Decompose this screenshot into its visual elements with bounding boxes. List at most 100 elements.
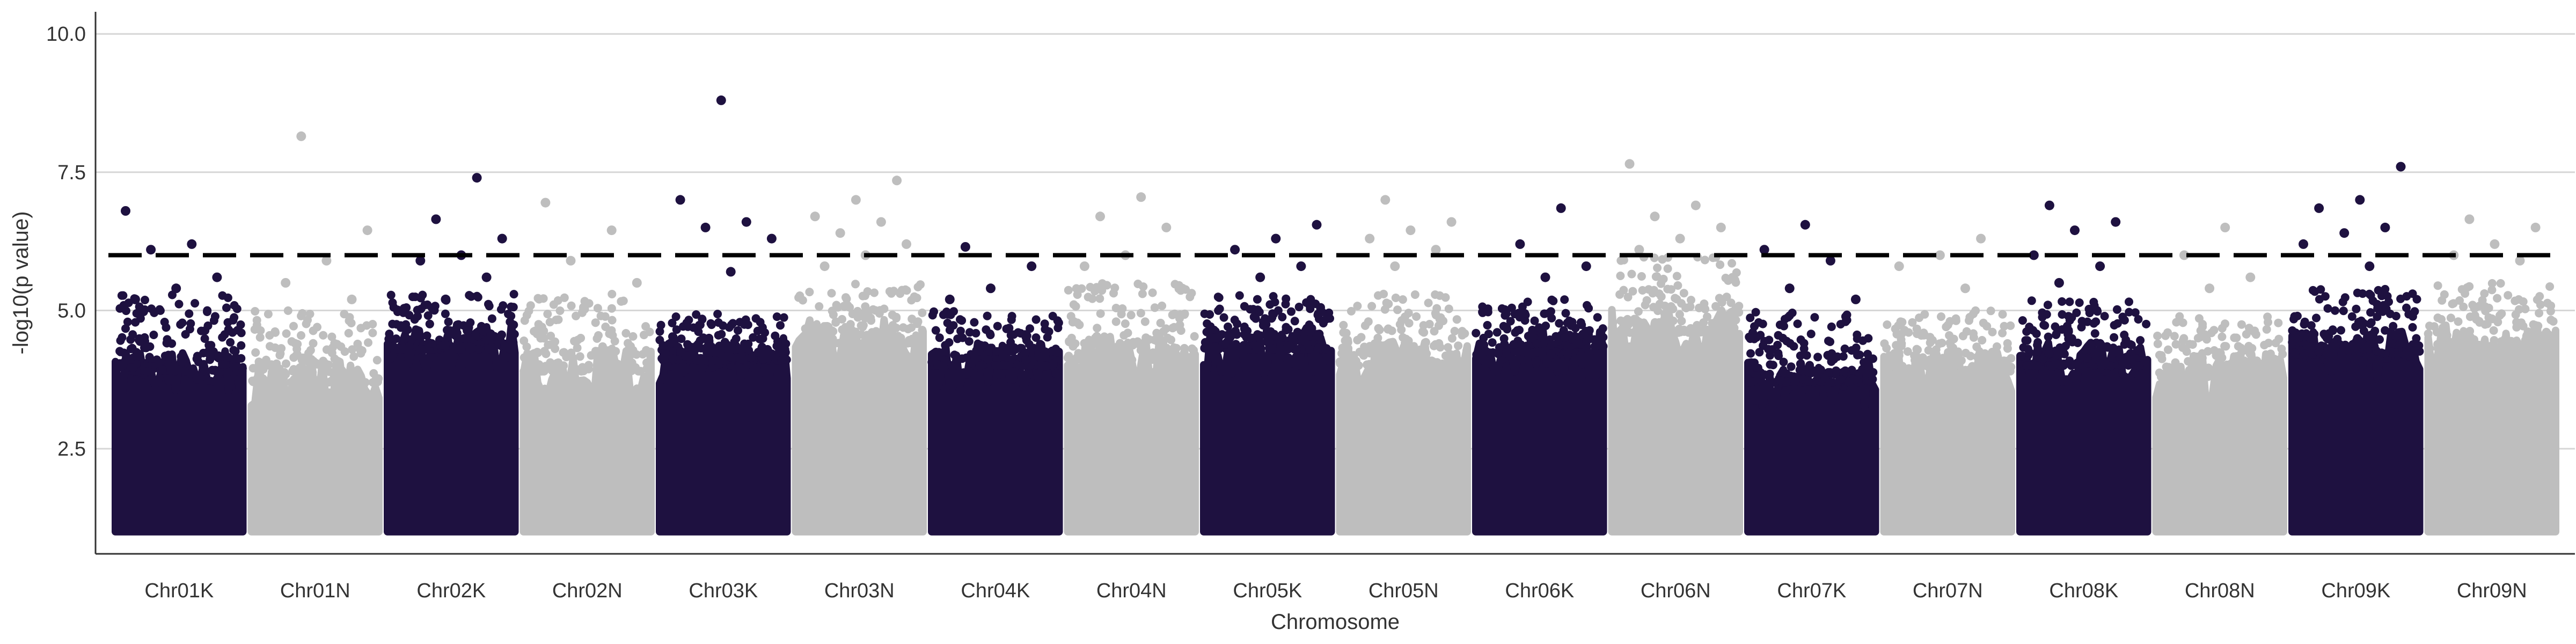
chromosome-body-Chr04N — [1064, 332, 1199, 536]
top-hit-point-Chr09K — [2339, 228, 2350, 238]
snp-point — [1680, 327, 1689, 336]
snp-point — [2237, 320, 2246, 329]
chromosome-points-Chr01K — [112, 290, 247, 536]
snp-point — [174, 299, 184, 309]
snp-point — [546, 360, 555, 369]
snp-point — [2100, 312, 2109, 321]
snp-point — [1751, 308, 1760, 317]
snp-point — [1816, 365, 1825, 374]
snp-point — [1365, 360, 1374, 369]
snp-point — [1663, 264, 1672, 273]
top-hit-point-Chr05N — [1390, 261, 1400, 272]
snp-point — [1782, 369, 1791, 378]
snp-point — [1441, 293, 1450, 302]
snp-point — [1971, 306, 1980, 315]
snp-point — [2514, 295, 2523, 304]
snp-point — [423, 311, 433, 320]
snp-point — [2179, 334, 2189, 343]
snp-point — [572, 365, 581, 374]
snp-point — [1735, 308, 1744, 317]
snp-point — [1044, 327, 1053, 336]
snp-point — [1842, 311, 1851, 320]
snp-point — [1563, 350, 1572, 359]
snp-point — [534, 320, 543, 329]
chromosome-points-Chr05K — [1200, 291, 1335, 536]
snp-point — [1011, 345, 1020, 354]
snp-point — [1267, 314, 1276, 323]
snp-point — [1064, 286, 1073, 295]
snp-point — [275, 350, 284, 360]
snp-point — [971, 328, 980, 338]
snp-point — [270, 343, 280, 352]
snp-point — [2215, 348, 2224, 357]
snp-point — [122, 306, 130, 316]
snp-point — [509, 290, 518, 299]
snp-point — [2218, 332, 2227, 341]
snp-point — [319, 331, 328, 340]
snp-point — [1779, 357, 1788, 367]
snp-point — [2133, 346, 2142, 355]
top-hit-point-Chr04K — [1027, 261, 1037, 272]
snp-point — [330, 339, 339, 348]
snp-point — [943, 318, 952, 327]
snp-point — [2521, 304, 2530, 313]
snp-point — [975, 361, 984, 370]
snp-point — [825, 336, 833, 346]
snp-point — [1404, 319, 1414, 328]
snp-point — [883, 339, 892, 348]
snp-point — [384, 334, 393, 343]
x-tick-label-Chr08N: Chr08N — [2185, 580, 2255, 602]
x-tick-label-Chr06K: Chr06K — [1505, 580, 1574, 602]
chromosome-body-Chr08K — [2016, 339, 2151, 536]
snp-point — [174, 366, 184, 375]
snp-point — [1121, 319, 1130, 328]
snp-point — [1882, 343, 1891, 353]
snp-point — [2457, 285, 2467, 294]
top-hit-point-Chr07K — [1800, 219, 1810, 230]
snp-point — [1703, 312, 1711, 321]
snp-point — [401, 333, 411, 342]
snp-point — [1499, 334, 1509, 343]
snp-point — [527, 361, 536, 370]
snp-point — [1824, 336, 1833, 346]
snp-point — [1337, 349, 1346, 358]
snp-point — [2017, 352, 2026, 361]
snp-point — [1532, 339, 1541, 348]
snp-point — [2480, 320, 2490, 329]
snp-point — [1432, 360, 1441, 369]
snp-point — [1992, 342, 2001, 351]
snp-point — [1252, 345, 1261, 354]
snp-point — [2542, 329, 2551, 338]
chromosome-points-Chr09K — [2288, 284, 2424, 536]
snp-point — [1785, 311, 1794, 320]
snp-point — [1091, 333, 1100, 342]
snp-point — [1728, 259, 1736, 268]
snp-point — [251, 348, 260, 357]
snp-point — [237, 354, 246, 363]
snp-point — [229, 316, 238, 325]
snp-point — [772, 341, 781, 350]
snp-point — [2288, 326, 2297, 335]
snp-point — [2006, 321, 2015, 330]
snp-point — [1998, 328, 2007, 338]
snp-point — [2184, 357, 2193, 366]
snp-point — [916, 280, 925, 289]
snp-point — [579, 305, 588, 314]
snp-point — [2051, 322, 2060, 331]
snp-point — [828, 326, 837, 335]
snp-point — [2347, 312, 2357, 321]
snp-point — [348, 371, 357, 380]
snp-point — [425, 319, 434, 328]
snp-point — [1435, 339, 1444, 348]
snp-point — [1530, 316, 1539, 325]
top-hit-point-Chr07N — [1960, 283, 1970, 294]
snp-point — [211, 365, 220, 375]
snp-point — [1951, 316, 1960, 325]
snp-point — [1961, 348, 1970, 357]
snp-point — [846, 320, 855, 329]
snp-point — [1586, 334, 1595, 343]
snp-point — [677, 334, 686, 343]
snp-point — [2546, 301, 2556, 310]
snp-point — [771, 353, 780, 362]
snp-point — [1136, 346, 1145, 355]
